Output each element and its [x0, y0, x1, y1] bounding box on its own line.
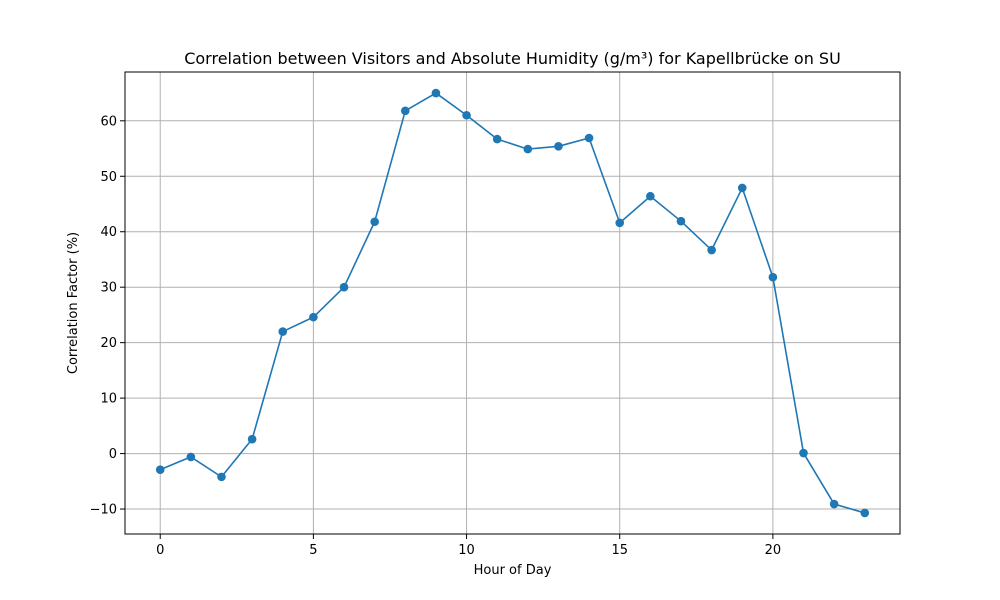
data-point: [584, 133, 594, 143]
series-layer: [155, 88, 870, 518]
data-point: [554, 142, 563, 151]
y-axis-ticks: −10 0 10 20 30 40 50 60: [90, 114, 125, 518]
data-point: [492, 134, 502, 144]
data-point: [829, 499, 839, 509]
y-tick-label: 60: [100, 114, 117, 129]
y-tick-label: 30: [100, 281, 117, 296]
data-point: [799, 448, 808, 458]
data-point: [370, 217, 379, 227]
data-point: [186, 452, 196, 462]
data-point: [278, 327, 288, 336]
plot-frame: [124, 71, 901, 535]
x-tick-label: 0: [156, 543, 164, 558]
x-axis-label: Hour of Day: [474, 563, 552, 578]
y-tick-label: −10: [90, 503, 117, 518]
data-point: [339, 282, 349, 292]
x-tick-label: 20: [765, 543, 782, 558]
y-tick-label: 20: [100, 336, 117, 351]
data-point: [523, 144, 533, 154]
y-tick-label: 40: [100, 225, 117, 240]
x-axis-ticks: 0 5 10 15 20: [156, 534, 781, 558]
data-point: [247, 434, 257, 444]
data-point: [462, 110, 471, 120]
chart-title: Correlation between Visitors and Absolut…: [184, 49, 841, 68]
data-point: [615, 218, 625, 228]
data-point: [707, 245, 716, 255]
y-tick-label: 0: [109, 447, 117, 462]
x-tick-label: 15: [611, 543, 628, 558]
data-point: [737, 183, 747, 193]
y-axis-label: Correlation Factor (%): [66, 232, 81, 374]
y-tick-label: 50: [100, 170, 117, 185]
data-point: [860, 508, 870, 518]
series-line: [159, 92, 865, 514]
data-point: [646, 191, 655, 201]
data-point: [309, 312, 318, 322]
data-point: [400, 106, 410, 116]
data-point: [676, 216, 686, 226]
data-point: [155, 465, 165, 474]
grid-lines: [125, 72, 900, 534]
x-tick-label: 10: [458, 543, 475, 558]
y-tick-label: 10: [100, 392, 117, 407]
data-point: [768, 272, 778, 282]
x-tick-label: 5: [309, 543, 317, 558]
data-point: [431, 88, 441, 98]
data-point: [217, 472, 226, 482]
